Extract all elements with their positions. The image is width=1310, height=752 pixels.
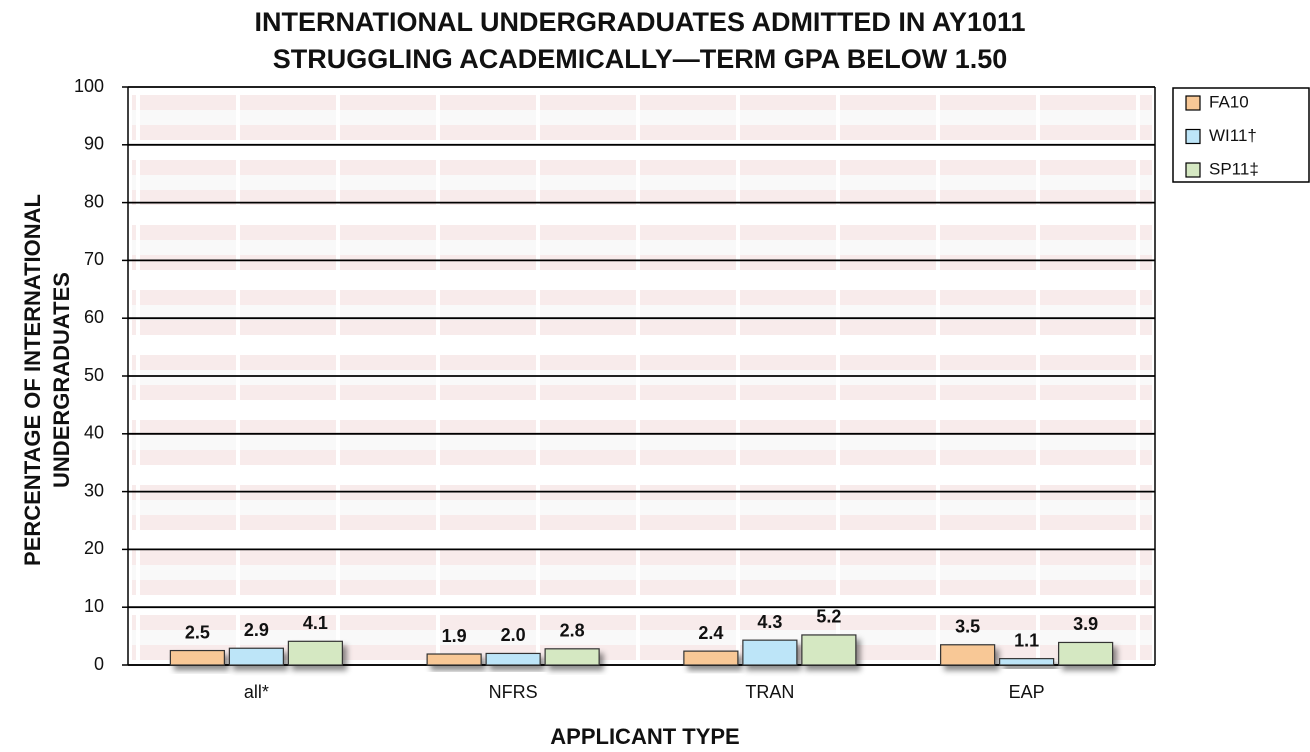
- y-tick-label: 90: [84, 134, 104, 154]
- value-label: 4.3: [757, 612, 782, 632]
- value-label: 2.4: [698, 623, 723, 643]
- x-tick-label: all*: [244, 682, 269, 702]
- chart-title: INTERNATIONAL UNDERGRADUATES ADMITTED IN…: [254, 7, 1025, 37]
- value-label: 4.1: [303, 613, 328, 633]
- y-axis-title: PERCENTAGE OF INTERNATIONAL: [20, 194, 45, 566]
- x-tick-label: EAP: [1009, 682, 1045, 702]
- value-label: 2.5: [185, 622, 210, 642]
- legend-label: FA10: [1209, 92, 1249, 111]
- legend-swatch: [1185, 162, 1201, 178]
- bar: [228, 647, 284, 666]
- bar: [801, 634, 857, 666]
- y-axis-title: UNDERGRADUATES: [49, 272, 74, 488]
- bar: [544, 648, 600, 666]
- value-label: 1.1: [1014, 630, 1039, 650]
- x-axis-title: APPLICANT TYPE: [550, 724, 739, 749]
- value-label: 3.5: [955, 617, 980, 637]
- value-label: 1.9: [442, 626, 467, 646]
- legend-label: SP11‡: [1209, 159, 1259, 178]
- y-tick-label: 50: [84, 365, 104, 385]
- chart-title: STRUGGLING ACADEMICALLY—TERM GPA BELOW 1…: [273, 44, 1008, 74]
- bar: [287, 640, 343, 666]
- bar: [742, 639, 798, 666]
- legend-swatch: [1185, 95, 1201, 111]
- y-tick-label: 30: [84, 480, 104, 500]
- background-pattern: [132, 88, 1152, 678]
- y-tick-label: 40: [84, 423, 104, 443]
- y-tick-label: 0: [94, 654, 104, 674]
- value-label: 5.2: [816, 607, 841, 627]
- value-label: 3.9: [1073, 614, 1098, 634]
- y-tick-label: 10: [84, 596, 104, 616]
- x-tick-label: TRAN: [745, 682, 794, 702]
- bar: [1058, 641, 1114, 666]
- bar: [485, 652, 541, 666]
- value-label: 2.9: [244, 620, 269, 640]
- bar: [683, 650, 739, 666]
- y-tick-label: 60: [84, 307, 104, 327]
- value-label: 2.8: [560, 621, 585, 641]
- y-tick-label: 100: [74, 76, 104, 96]
- value-label: 2.0: [501, 625, 526, 645]
- legend-swatch: [1185, 128, 1201, 145]
- bar: [999, 658, 1055, 666]
- y-tick-label: 80: [84, 191, 104, 211]
- bar: [169, 649, 225, 666]
- y-tick-label: 70: [84, 249, 104, 269]
- legend-label: WI11†: [1209, 126, 1257, 145]
- y-tick-label: 20: [84, 538, 104, 558]
- bar: [940, 644, 996, 666]
- x-tick-label: NFRS: [489, 682, 538, 702]
- bar: [426, 653, 482, 666]
